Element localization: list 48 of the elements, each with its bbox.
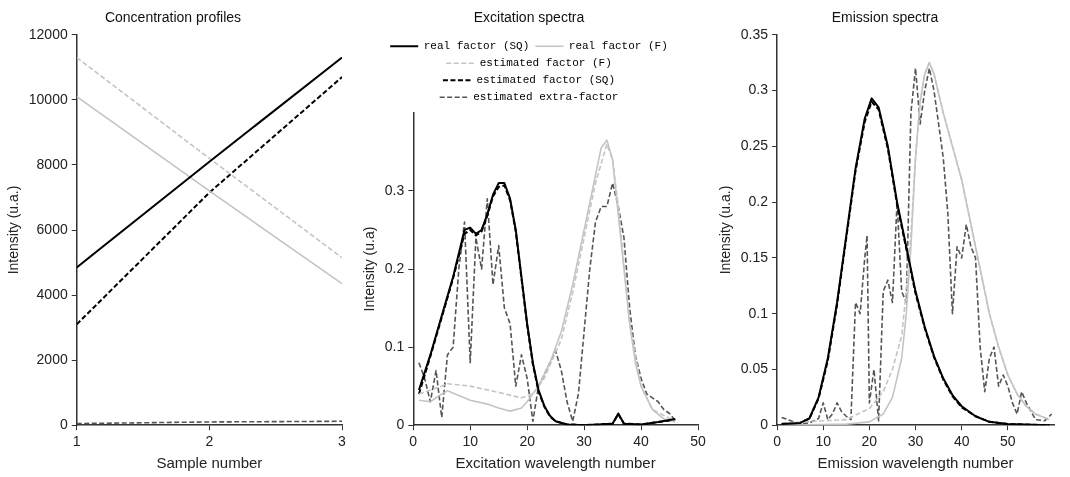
x-tick-label: 50	[690, 433, 706, 450]
y-axis-title: Intensity (u.a.)	[717, 185, 734, 275]
y-tick-label: 0.15	[740, 248, 769, 265]
legend-label: estimated factor (SQ)	[476, 74, 616, 87]
x-axis-title: Sample number	[156, 454, 263, 472]
x-tick-label: 20	[861, 433, 878, 450]
x-tick-label: 40	[633, 433, 650, 450]
y-tick-label: 0.25	[740, 137, 769, 154]
x-tick-label: 20	[519, 433, 536, 450]
y-tick-label: 0.2	[384, 259, 405, 276]
y-tick-label: 2000	[36, 350, 68, 367]
x-axis-title: Emission wavelength number	[817, 454, 1014, 472]
y-tick-label: 0.35	[740, 25, 769, 42]
x-tick-label: 2	[205, 433, 214, 450]
x-tick-label: 40	[953, 433, 970, 450]
y-tick-label: 10000	[28, 90, 68, 107]
legend-label: real factor (SQ)	[423, 40, 530, 53]
x-tick-label: 0	[773, 433, 782, 450]
legend-label: estimated factor (F)	[479, 57, 612, 70]
chart-title: Emission spectra	[831, 9, 939, 26]
x-tick-label: 10	[462, 433, 479, 450]
y-tick-label: 8000	[36, 155, 68, 172]
y-axis-title: Intensity (u.a)	[361, 226, 378, 312]
y-tick-label: 0.05	[740, 360, 769, 377]
y-tick-label: 0.3	[384, 181, 405, 198]
y-tick-label: 0.1	[384, 337, 405, 354]
x-axis-title: Excitation wavelength number	[455, 454, 656, 472]
x-tick-label: 3	[338, 433, 347, 450]
y-tick-label: 0.2	[748, 192, 769, 209]
y-axis-title: Intensity (u.a.)	[5, 185, 22, 275]
x-tick-label: 30	[907, 433, 924, 450]
y-tick-label: 0.1	[748, 304, 769, 321]
chart-title: Concentration profiles	[104, 9, 242, 26]
y-tick-label: 12000	[28, 25, 68, 42]
y-tick-label: 0	[59, 416, 68, 433]
legend-label: real factor (F)	[568, 40, 668, 53]
y-tick-label: 0	[396, 416, 405, 433]
y-tick-label: 0.3	[748, 81, 769, 98]
x-tick-label: 50	[1000, 433, 1016, 450]
x-tick-label: 30	[576, 433, 593, 450]
x-tick-label: 10	[815, 433, 832, 450]
chart-title: Excitation spectra	[473, 9, 585, 26]
y-tick-label: 6000	[36, 220, 68, 237]
y-tick-label: 4000	[36, 285, 68, 302]
legend-label: estimated extra-factor	[473, 91, 619, 104]
x-tick-label: 0	[409, 433, 418, 450]
y-tick-label: 0	[760, 416, 769, 433]
x-tick-label: 1	[72, 433, 81, 450]
